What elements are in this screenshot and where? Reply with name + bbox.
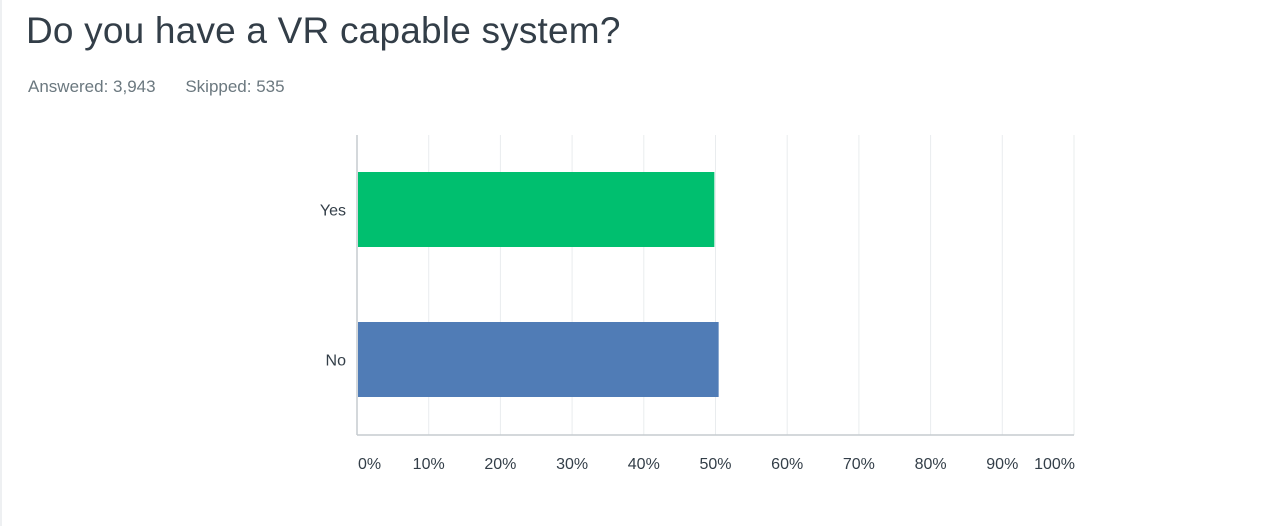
x-tick-label: 20% (484, 456, 516, 473)
x-tick-label: 70% (843, 456, 875, 473)
x-tick-label: 90% (986, 456, 1018, 473)
x-tick-label: 10% (413, 456, 445, 473)
response-stats: Answered: 3,943 Skipped: 535 (28, 77, 285, 97)
x-tick-label: 100% (1034, 456, 1075, 473)
answered-count: Answered: 3,943 (28, 77, 156, 96)
bar-yes (358, 172, 715, 247)
x-tick-label: 60% (771, 456, 803, 473)
category-label-yes: Yes (320, 203, 346, 220)
bar-no (358, 322, 719, 397)
category-label-no: No (326, 353, 347, 370)
x-tick-label: 50% (699, 456, 731, 473)
x-tick-label: 80% (915, 456, 947, 473)
x-tick-label: 40% (628, 456, 660, 473)
x-tick-label: 30% (556, 456, 588, 473)
question-title: Do you have a VR capable system? (26, 10, 621, 51)
x-tick-label: 0% (358, 456, 381, 473)
skipped-count: Skipped: 535 (185, 77, 285, 96)
